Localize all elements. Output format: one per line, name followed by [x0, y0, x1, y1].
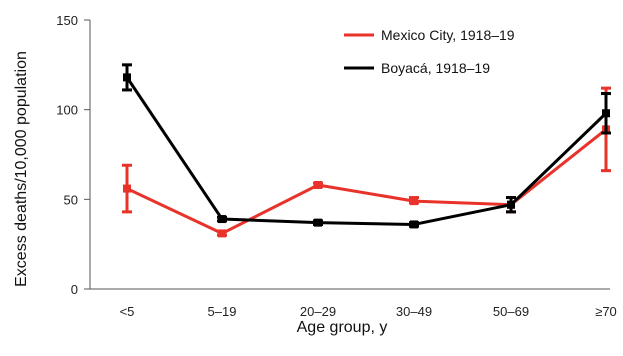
data-point — [218, 215, 226, 224]
data-point — [314, 180, 322, 189]
y-tick-label: 100 — [56, 103, 78, 118]
data-point — [123, 184, 131, 193]
series-1 — [122, 63, 611, 229]
x-axis-title: Age group, y — [297, 319, 388, 336]
x-tick-label: 20–29 — [300, 304, 336, 319]
series-layer — [122, 63, 611, 238]
legend-label-boyaca: Boyacá, 1918–19 — [381, 60, 490, 76]
x-tick-label: ≥70 — [595, 304, 617, 319]
y-tick-label: 0 — [71, 282, 78, 297]
x-tick-label: <5 — [120, 304, 135, 319]
legend: Mexico City, 1918–19 Boyacá, 1918–19 — [344, 27, 515, 76]
series-line — [126, 128, 607, 235]
y-tick-label: 150 — [56, 13, 78, 28]
data-point — [314, 218, 322, 227]
data-point — [123, 73, 131, 82]
axes — [89, 20, 610, 290]
y-axis-title: Excess deaths/10,000 population — [13, 51, 30, 287]
x-tick-label: 5–19 — [208, 304, 237, 319]
data-point — [602, 109, 610, 118]
legend-label-mexico-city: Mexico City, 1918–19 — [381, 27, 515, 43]
x-tick-label: 50–69 — [493, 304, 529, 319]
x-tick-label: 30–49 — [396, 304, 432, 319]
data-point — [410, 197, 418, 206]
data-point — [507, 200, 515, 209]
series-0 — [122, 86, 611, 238]
data-point — [218, 229, 226, 238]
data-point — [410, 220, 418, 229]
series-line — [125, 76, 608, 226]
y-ticks: 0 50 100 150 — [56, 13, 90, 297]
y-tick-label: 50 — [64, 192, 78, 207]
x-ticks: <5 5–19 20–29 30–49 50–69 ≥70 — [120, 304, 617, 319]
